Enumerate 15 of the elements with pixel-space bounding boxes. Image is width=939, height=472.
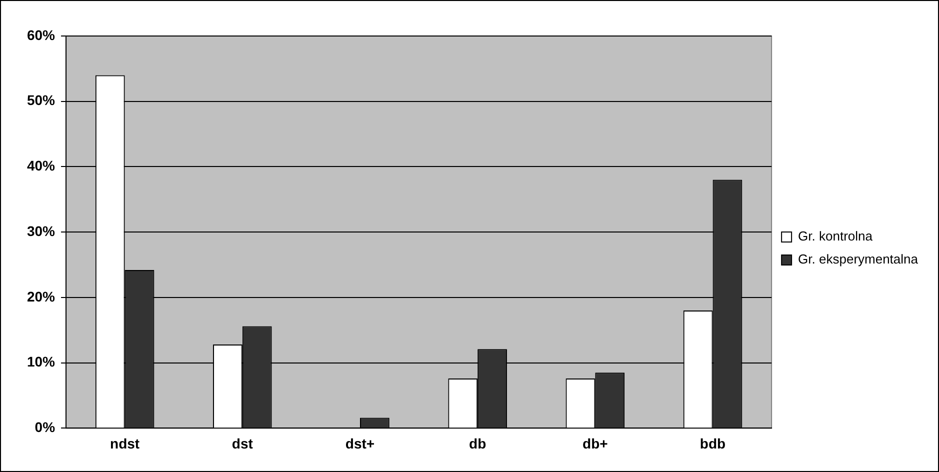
y-tick-label: 10% xyxy=(26,354,56,370)
y-tick-label: 50% xyxy=(26,92,56,108)
y-tick-label: 20% xyxy=(26,288,56,304)
x-tick-label: ndst xyxy=(110,435,140,452)
x-tick-label: dst+ xyxy=(345,435,375,452)
y-tick-label: 30% xyxy=(26,222,56,239)
x-tick-label: dst xyxy=(232,435,254,452)
x-tick-label: bdb xyxy=(700,435,726,452)
x-tick-label: db+ xyxy=(582,435,608,452)
legend-label: Gr. eksperymentalna xyxy=(798,252,919,267)
x-tick-label: db xyxy=(469,435,486,452)
y-tick-label: 40% xyxy=(26,158,56,174)
legend-label: Gr. kontrolna xyxy=(798,228,874,244)
y-tick-label: 60% xyxy=(26,26,56,43)
y-tick-label: 0% xyxy=(34,419,56,436)
